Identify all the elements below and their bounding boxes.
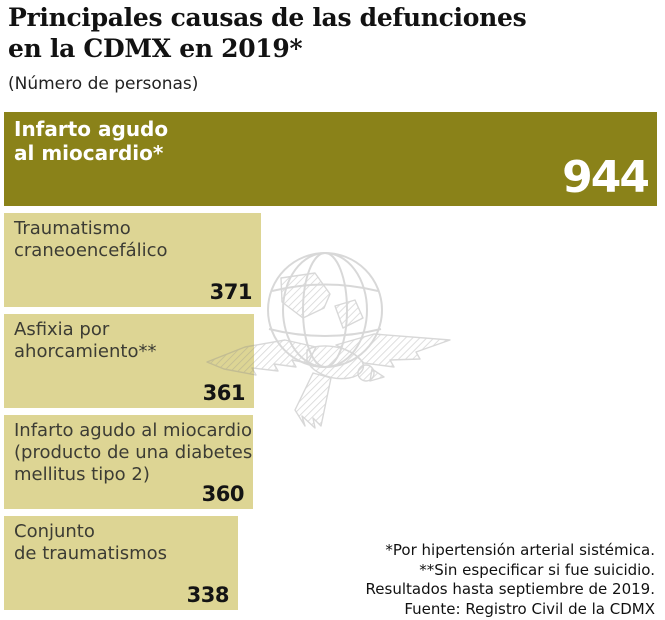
- bar-value: 371: [209, 280, 253, 304]
- bar-value: 338: [186, 583, 230, 607]
- chart-subtitle: (Número de personas): [8, 74, 199, 94]
- chart-title: Principales causas de las defunciones en…: [8, 3, 527, 63]
- bar-value: 361: [202, 381, 246, 405]
- bar-label: Infarto agudo al miocardio*: [14, 117, 169, 165]
- footnote-line: Resultados hasta septiembre de 2019.: [365, 580, 655, 598]
- bar-value: 360: [201, 482, 245, 506]
- footnote-line: Fuente: Registro Civil de la CDMX: [404, 599, 655, 618]
- bar-label: Infarto agudo al miocardio (producto de …: [14, 420, 253, 485]
- bar-label: Asfixia por ahorcamiento**: [14, 319, 157, 362]
- bar-row: Asfixia por ahorcamiento** 361: [4, 314, 254, 408]
- bar-row: Traumatismo craneoencefálico 371: [4, 213, 261, 307]
- bar-row: Infarto agudo al miocardio* 944: [4, 112, 657, 206]
- footnote-line: *Por hipertensión arterial sistémica.: [385, 541, 655, 559]
- bar-value: 944: [562, 152, 650, 203]
- footnotes: *Por hipertensión arterial sistémica. **S…: [366, 541, 655, 619]
- bar-row: Infarto agudo al miocardio (producto de …: [4, 415, 253, 509]
- bar-label: Conjunto de traumatismos: [14, 521, 168, 564]
- bar-label: Traumatismo craneoencefálico: [14, 218, 168, 261]
- footnote-line: **Sin especificar si fue suicidio.: [419, 560, 655, 579]
- bar-chart: Infarto agudo al miocardio* 944 Traumatism…: [4, 112, 661, 617]
- bar-row: Conjunto de traumatismos 338: [4, 516, 238, 610]
